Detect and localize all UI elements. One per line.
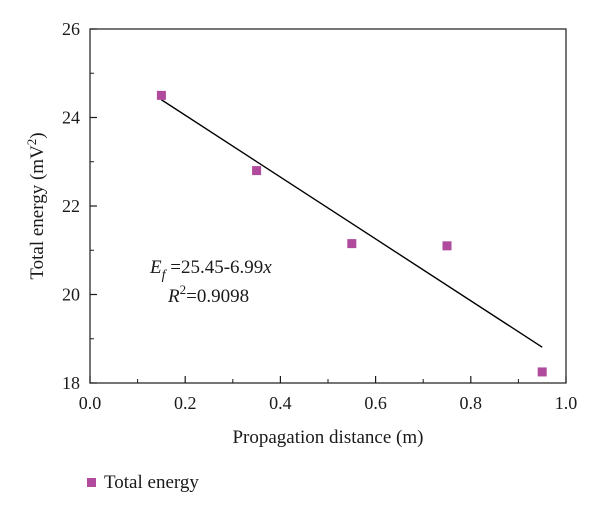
plot-area: 0.0 0.2 0.4 0.6 0.8 1.0 18 20 22 24 26 [62,19,577,413]
x-tick-label: 0.2 [174,393,197,413]
data-point [347,239,357,249]
equation-line: Ef =25.45-6.99x [149,257,272,283]
data-point [537,367,547,377]
y-axis-title: Total energy (mV2) [24,132,48,279]
y-tick-label: 26 [62,19,80,39]
y-tick-label: 24 [62,108,80,128]
legend: Total energy [87,472,199,493]
plot-frame [89,28,567,384]
y-axis-title-base: Total energy (mV [27,145,48,280]
regression-equation: Ef =25.45-6.99x R2=0.9098 [149,257,272,307]
data-point [252,166,262,176]
x-tick-label: 0.0 [79,393,102,413]
y-tick-label: 22 [62,196,80,216]
x-axis-title: Propagation distance (m) [232,427,423,448]
x-tick-label: 0.4 [269,393,292,413]
y-axis-title-sup: 2 [24,139,39,146]
y-tick-label: 18 [62,373,80,393]
x-tick-label: 0.6 [364,393,387,413]
data-point [442,241,452,251]
y-axis-ticks: 18 20 22 24 26 [62,19,97,393]
r-squared-line: R2=0.9098 [167,282,249,307]
fit-line [161,99,543,348]
x-tick-label: 0.8 [460,393,483,413]
data-points [156,90,547,377]
data-point [156,90,166,100]
y-axis-title-close: ) [27,132,48,138]
y-tick-label: 20 [62,285,80,305]
x-axis-ticks: 0.0 0.2 0.4 0.6 0.8 1.0 [79,376,578,413]
legend-label: Total energy [104,472,199,493]
legend-marker [87,478,96,487]
x-tick-label: 1.0 [555,393,578,413]
